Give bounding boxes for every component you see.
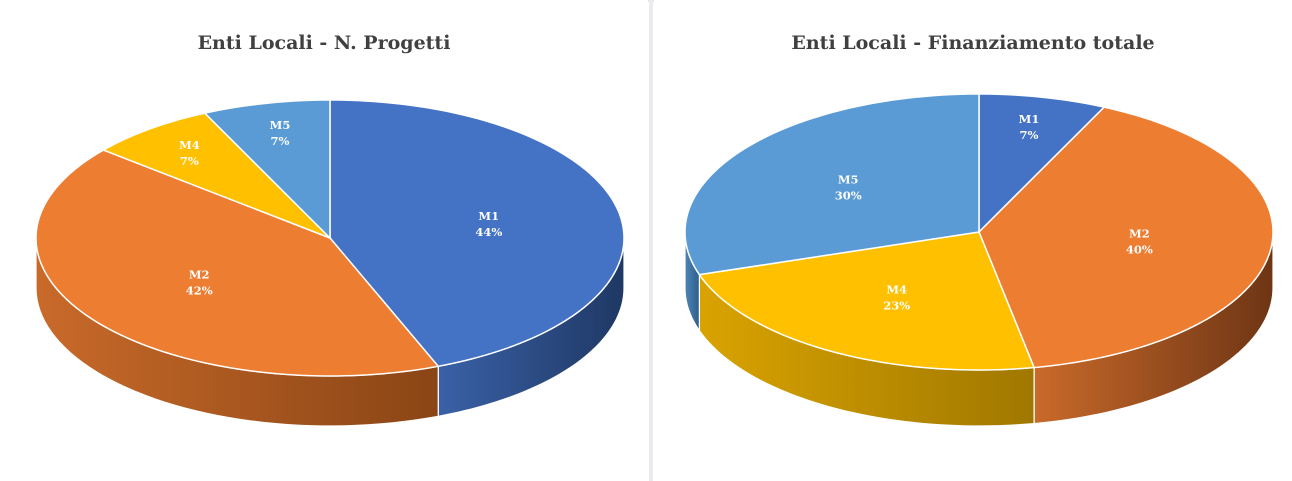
pie-slice-m4 [698, 231, 1035, 371]
pie-chart-finanziamento: M1 7% M2 40% M4 23% M5 30% [684, 93, 1274, 427]
data-label-m4: M4 23% [883, 282, 910, 312]
panel-divider [649, 0, 653, 481]
pie-slice-m2 [978, 106, 1274, 369]
pie-slice-m5 [684, 93, 980, 276]
chart-panel-finanziamento: Enti Locali - Finanziamento totale M1 7% M… [654, 0, 1292, 481]
data-label-m5: M5 7% [270, 118, 291, 148]
chart-panel-progetti: Enti Locali - N. Progetti M1 44% M2 42% M4 7%… [35, 32, 625, 427]
pie-slice-m1 [329, 99, 625, 368]
data-label-m4: M4 7% [179, 138, 200, 168]
data-label-m2: M2 42% [186, 268, 213, 298]
data-label-m2: M2 40% [1126, 227, 1153, 257]
pie-slice-m5 [204, 99, 331, 239]
data-label-m1: M1 44% [475, 209, 502, 239]
chart-title-finanziamento: Enti Locali - Finanziamento totale [791, 32, 1155, 54]
pie-slice-m1 [978, 93, 1105, 233]
data-label-m5: M5 30% [835, 172, 862, 202]
pie-slice-m4 [102, 112, 331, 239]
chart-title-progetti: Enti Locali - N. Progetti [197, 32, 451, 54]
pie-chart-progetti: M1 44% M2 42% M4 7% M5 7% [35, 99, 625, 427]
pie-slice-m2 [35, 149, 439, 377]
data-label-m1: M1 7% [1019, 112, 1040, 142]
